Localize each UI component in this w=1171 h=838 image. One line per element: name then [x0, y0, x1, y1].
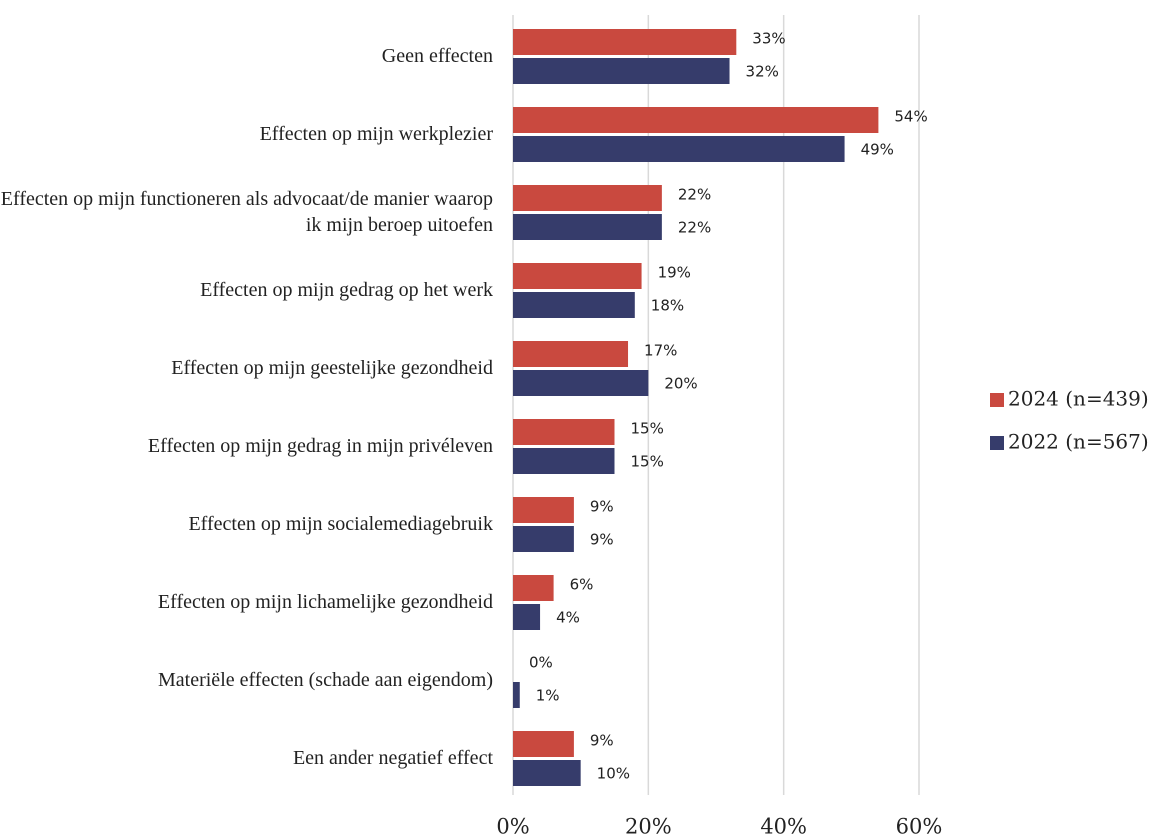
value-label: 4%: [556, 609, 580, 627]
bar: [513, 136, 845, 162]
x-tick-label: 40%: [760, 815, 807, 838]
x-tick-label: 60%: [896, 815, 943, 838]
category-label: Materiële effecten (schade aan eigendom): [158, 669, 493, 691]
value-label: 9%: [590, 732, 614, 750]
bar: [513, 341, 629, 367]
value-label: 6%: [570, 576, 594, 594]
value-label: 9%: [590, 531, 614, 549]
legend-swatch: [990, 393, 1004, 407]
category-label: Effecten op mijn geestelijke gezondheid: [171, 357, 493, 379]
value-label: 20%: [664, 375, 697, 393]
category-label: Effecten op mijn functioneren als advoca…: [0, 188, 493, 236]
bar: [513, 497, 574, 523]
value-label: 22%: [678, 186, 711, 204]
value-label: 54%: [894, 108, 927, 126]
bar: [513, 760, 581, 786]
x-tick-label: 20%: [625, 815, 672, 838]
value-label: 17%: [644, 342, 677, 360]
bar: [513, 575, 554, 601]
category-label: Geen effecten: [381, 45, 493, 67]
value-label: 15%: [631, 453, 664, 471]
value-label: 19%: [658, 264, 691, 282]
value-label: 0%: [529, 654, 553, 672]
legend-label: 2024 (n=439): [1008, 387, 1149, 411]
x-tick-label: 0%: [496, 815, 529, 838]
value-label: 9%: [590, 498, 614, 516]
bar: [513, 731, 574, 757]
category-label: Effecten op mijn lichamelijke gezondheid: [157, 591, 493, 613]
bar: [513, 604, 541, 630]
bar: [513, 107, 879, 133]
bar: [513, 448, 615, 474]
value-label: 32%: [746, 63, 779, 81]
bar: [513, 58, 730, 84]
value-label: 10%: [597, 765, 630, 783]
value-label: 22%: [678, 219, 711, 237]
bar: [513, 292, 635, 318]
bar: [513, 214, 662, 240]
bar: [513, 526, 574, 552]
category-label: Effecten op mijn gedrag in mijn privélev…: [147, 435, 493, 457]
value-label: 18%: [651, 297, 684, 315]
legend-swatch: [990, 436, 1004, 450]
category-label: Effecten op mijn werkplezier: [259, 123, 493, 145]
legend-label: 2022 (n=567): [1008, 430, 1149, 454]
category-label: Een ander negatief effect: [292, 747, 493, 769]
category-label: Effecten op mijn gedrag op het werk: [200, 279, 493, 301]
value-label: 1%: [536, 687, 560, 705]
bar: [513, 29, 737, 55]
category-label: Effecten op mijn socialemediagebruik: [188, 513, 493, 535]
bar: [513, 263, 642, 289]
bar: [513, 682, 520, 708]
bar: [513, 419, 615, 445]
bar: [513, 185, 662, 211]
value-label: 33%: [752, 30, 785, 48]
value-label: 49%: [861, 141, 894, 159]
value-label: 15%: [631, 420, 664, 438]
bar: [513, 370, 649, 396]
